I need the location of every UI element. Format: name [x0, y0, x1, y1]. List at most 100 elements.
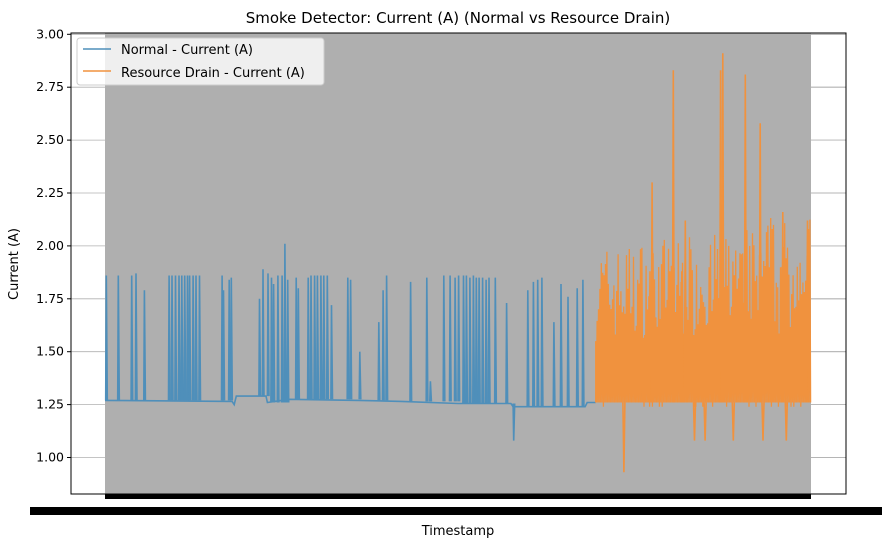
series-normal-point [453, 277, 457, 402]
series-normal-point [425, 277, 429, 402]
series-drain-point [718, 70, 723, 403]
series-drain-point [721, 53, 725, 403]
series-normal-point [566, 296, 570, 407]
series-normal [104, 243, 596, 441]
series-normal-point [167, 275, 171, 401]
series-normal-point [270, 277, 274, 403]
series-drain-point [683, 220, 688, 403]
series-normal-point [191, 275, 195, 401]
x-tick-labels-overlap [30, 507, 882, 515]
series-normal-point [559, 283, 563, 407]
series-normal-point [575, 288, 579, 407]
legend: Normal - Current (A) Resource Drain - Cu… [76, 37, 325, 86]
series-normal-point [322, 275, 326, 400]
series-drain-line [595, 217, 812, 407]
series-drain-point [758, 123, 762, 403]
y-tick-label: 2.25 [36, 185, 64, 200]
series-normal-point [487, 277, 491, 404]
y-tick-label: 1.75 [36, 291, 64, 306]
series-normal-point [186, 275, 190, 401]
series-drain-point [639, 273, 644, 403]
series-normal-point [358, 351, 362, 400]
series-normal-point [134, 273, 138, 401]
series-normal-point [170, 275, 174, 401]
series-normal-point [180, 275, 184, 401]
series-normal-point [442, 275, 446, 402]
series-normal-point [313, 275, 317, 400]
series-normal-point [258, 298, 262, 397]
series-normal-point [481, 277, 485, 404]
series-normal-point [526, 290, 530, 407]
x-tick-band [105, 494, 811, 499]
series-normal-point [227, 279, 231, 401]
y-tick-label: 3.00 [36, 26, 64, 41]
series-normal-point [104, 275, 109, 401]
series-normal-point [276, 275, 280, 403]
series-normal-point [552, 322, 556, 407]
series-normal-point [229, 277, 234, 401]
series-normal-point [316, 275, 320, 400]
series-normal-point [581, 279, 585, 407]
series-drain-point [650, 182, 654, 403]
series-normal-point [381, 290, 385, 401]
series-normal-point [272, 283, 276, 403]
series-drain-point [770, 228, 774, 403]
series-normal-point [283, 243, 287, 403]
legend-frame [76, 37, 325, 86]
series-normal-point [512, 403, 516, 441]
series-normal-point [177, 275, 181, 401]
series-normal-point [536, 279, 540, 407]
series-normal-point [306, 277, 310, 400]
series-normal-point [409, 281, 413, 402]
series-drain [595, 53, 812, 473]
series-normal-point [540, 277, 544, 407]
series-drain-point [680, 271, 684, 403]
legend-label-normal: Normal - Current (A) [121, 43, 253, 58]
series-normal-point [484, 279, 488, 404]
series-normal-point [143, 290, 147, 401]
plot-frame [70, 32, 847, 495]
series-normal-point [174, 275, 178, 401]
y-ticks: 1.00 1.25 1.50 1.75 2.00 2.25 2.50 2.75 3.00 [36, 26, 71, 465]
y-tick-label: 2.00 [36, 238, 64, 253]
series-normal-point [465, 275, 469, 404]
series-normal-point [266, 273, 270, 397]
series-drain-point [743, 74, 748, 403]
series-normal-point [325, 275, 330, 400]
series-normal-point [183, 275, 187, 401]
series-normal-point [532, 281, 536, 407]
y-tick-label: 1.25 [36, 397, 64, 412]
series-normal-point [188, 275, 192, 401]
x-axis-label: Timestamp [421, 524, 495, 539]
series-normal-point [493, 277, 498, 404]
series-normal-point [130, 275, 134, 401]
legend-label-drain: Resource Drain - Current (A) [121, 66, 305, 81]
series-drain-point [731, 402, 736, 441]
y-tick-label: 1.00 [36, 450, 64, 465]
y-tick-label: 1.50 [36, 344, 64, 359]
y-axis-label: Current (A) [7, 228, 22, 300]
series-normal-point [472, 275, 476, 404]
y-gridlines-over [811, 33, 846, 458]
series-normal-point [222, 290, 226, 401]
series-normal-point [319, 275, 323, 400]
series-normal-point [286, 279, 290, 403]
series-normal-point [457, 275, 461, 402]
series-normal-point [309, 275, 313, 400]
series-normal-point [349, 279, 353, 400]
series-normal-point [448, 275, 452, 402]
series-normal-point [346, 277, 350, 400]
series-drain-point [692, 402, 697, 441]
series-drain-point [622, 402, 626, 473]
series-normal-point [294, 277, 298, 400]
series-normal-point [194, 275, 198, 401]
series-normal-point [505, 302, 509, 404]
series-normal-point [377, 322, 381, 401]
series-drain-point [805, 220, 810, 403]
series-normal-point [429, 381, 433, 402]
series-normal-point [385, 275, 389, 401]
series-drain-point [784, 402, 789, 441]
series-drain-point [761, 402, 765, 441]
y-tick-label: 2.50 [36, 132, 64, 147]
series-normal-point [198, 275, 202, 401]
